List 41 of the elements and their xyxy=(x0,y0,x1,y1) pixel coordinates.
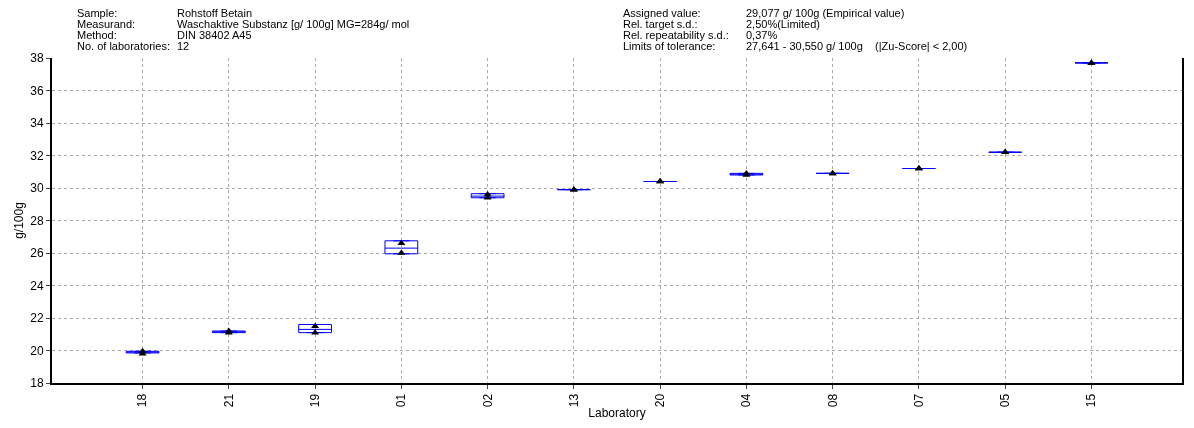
text: 12 xyxy=(177,40,190,52)
y-tick-label: 32 xyxy=(30,148,44,163)
text: DIN 38402 A45 xyxy=(177,29,252,41)
text: 29,077 g/ 100g (Empirical value) xyxy=(746,7,905,19)
text: Method: xyxy=(77,29,117,41)
x-tick-label: 01 xyxy=(394,393,409,408)
y-tick-label: 24 xyxy=(30,278,44,293)
x-tick-label: 20 xyxy=(653,393,668,408)
x-tick-label: 04 xyxy=(739,393,754,408)
y-tick-label: 20 xyxy=(30,343,44,358)
text: Measurand: xyxy=(77,18,136,30)
text: 0,37% xyxy=(746,29,778,41)
x-tick-label: 05 xyxy=(998,393,1013,408)
x-tick-label: 19 xyxy=(307,393,322,408)
x-tick-label: 02 xyxy=(480,393,495,408)
y-tick-label: 34 xyxy=(30,116,44,131)
y-tick-label: 36 xyxy=(30,83,44,98)
x-tick-label: 21 xyxy=(221,393,236,408)
y-tick-label: 26 xyxy=(30,246,44,261)
text: Sample: xyxy=(77,7,118,19)
y-tick-label: 28 xyxy=(30,213,44,228)
x-tick-label: 07 xyxy=(911,393,926,408)
x-axis-title: Laboratory xyxy=(588,405,646,420)
text: Rel. target s.d.: xyxy=(623,18,698,30)
y-tick-label: 30 xyxy=(30,181,44,196)
y-axis-title: g/100g xyxy=(12,202,27,239)
text: Rohstoff Betain xyxy=(177,7,253,19)
x-tick-label: 13 xyxy=(566,393,581,408)
y-tick-label: 22 xyxy=(30,311,44,326)
text: Assigned value: xyxy=(623,7,701,19)
y-tick-label: 38 xyxy=(30,51,44,66)
text: 2,50%(Limited) xyxy=(746,18,820,30)
text: No. of laboratories: xyxy=(77,40,170,52)
y-tick-label: 18 xyxy=(30,376,44,391)
text: 27,641 - 30,550 g/ 100g (|Zu-Score| < 2,00) xyxy=(746,40,968,52)
text: Waschaktive Substanz [g/ 100g] MG=284g/ mol xyxy=(177,18,410,30)
text: Limits of tolerance: xyxy=(623,40,716,52)
x-tick-label: 15 xyxy=(1084,393,1099,408)
text: Rel. repeatability s.d.: xyxy=(623,29,729,41)
x-tick-label: 08 xyxy=(825,393,840,408)
x-tick-label: 18 xyxy=(135,393,150,408)
